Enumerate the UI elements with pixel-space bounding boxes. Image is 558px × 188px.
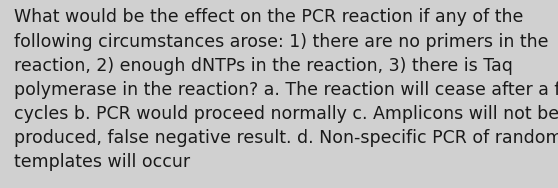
Text: What would be the effect on the PCR reaction if any of the: What would be the effect on the PCR reac… (14, 8, 523, 27)
Text: produced, false negative result. d. Non-specific PCR of random: produced, false negative result. d. Non-… (14, 129, 558, 147)
Text: reaction, 2) enough dNTPs in the reaction, 3) there is Taq: reaction, 2) enough dNTPs in the reactio… (14, 57, 513, 75)
Text: templates will occur: templates will occur (14, 153, 190, 171)
Text: following circumstances arose: 1) there are no primers in the: following circumstances arose: 1) there … (14, 33, 549, 51)
Text: cycles b. PCR would proceed normally c. Amplicons will not be: cycles b. PCR would proceed normally c. … (14, 105, 558, 123)
Text: polymerase in the reaction? a. The reaction will cease after a few: polymerase in the reaction? a. The react… (14, 81, 558, 99)
